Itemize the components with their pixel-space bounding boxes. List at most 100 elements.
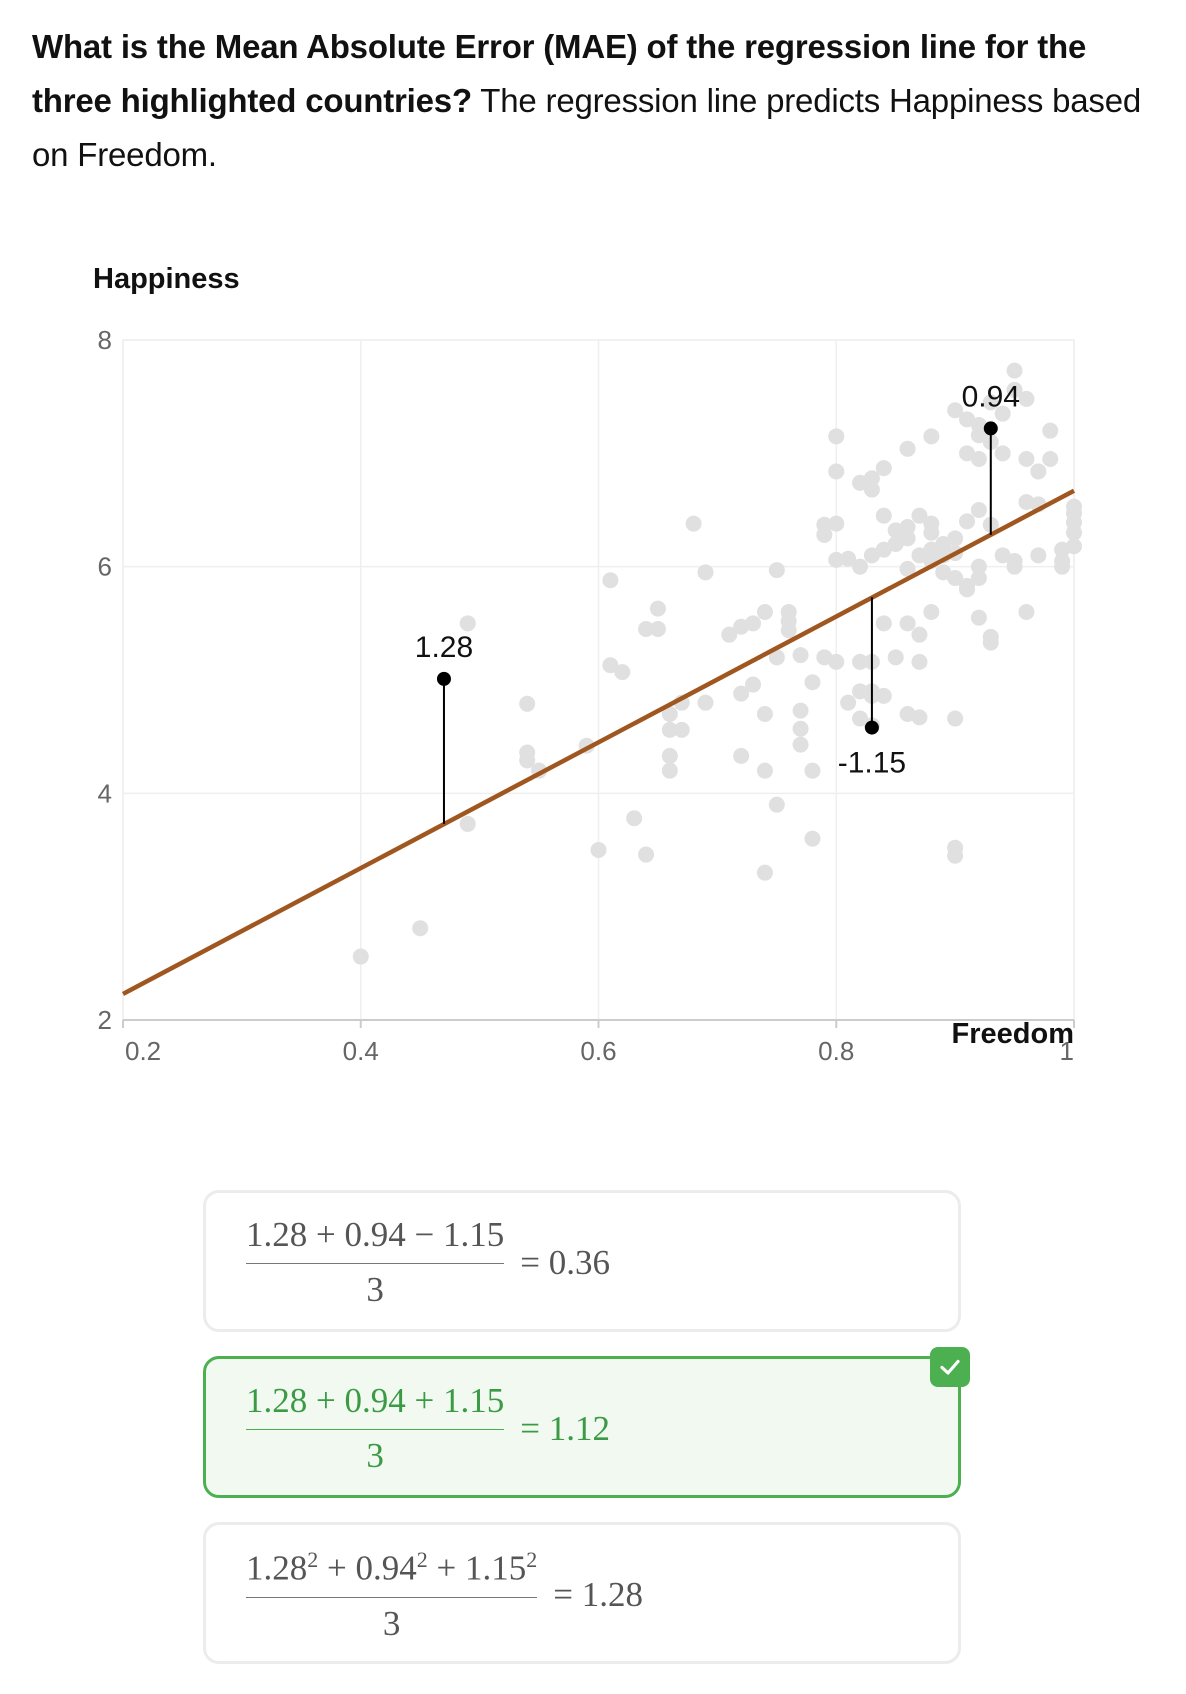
y-tick-label: 4: [98, 778, 112, 808]
data-point: [994, 405, 1011, 422]
data-point: [756, 604, 773, 620]
data-point: [875, 460, 892, 477]
data-point: [661, 721, 678, 738]
y-tick-label: 8: [98, 325, 112, 355]
data-point: [685, 515, 702, 532]
data-point: [792, 720, 809, 737]
tick-labels: 0.2 0.4 0.6 0.8 1 2 4 6 8: [98, 325, 1075, 1066]
denominator-2: 3: [366, 1436, 384, 1475]
data-point: [875, 541, 892, 558]
data-point: [982, 628, 999, 645]
data-point: [923, 524, 940, 541]
data-point: [756, 706, 773, 722]
data-point: [756, 762, 773, 779]
check-icon: [930, 1347, 970, 1387]
data-point: [970, 417, 987, 433]
result-2: = 1.12: [520, 1408, 610, 1448]
data-point: [745, 676, 762, 693]
data-point: [828, 463, 845, 480]
data-point: [1018, 494, 1035, 511]
data-point: [792, 736, 809, 753]
data-point: [923, 541, 940, 558]
question-rest: The regression line predicts Happiness b…: [32, 82, 1142, 173]
y-axis-title: Happiness: [93, 263, 240, 295]
scatter-chart: Happiness Freedom 0.2 0.4 0.6 0.8 1 2 4 6 8 1.28…: [93, 263, 1082, 1066]
data-point: [649, 621, 666, 637]
data-point: [792, 647, 809, 664]
data-point: [899, 440, 916, 457]
data-point: [1054, 553, 1071, 569]
data-point: [887, 522, 904, 539]
data-point: [768, 796, 785, 813]
data-point: [661, 747, 678, 764]
data-point: [947, 847, 964, 864]
data-point: [982, 394, 999, 411]
data-point: [1018, 390, 1035, 407]
answer-option-2[interactable]: 1.28 + 0.94 + 1.15 3 = 1.12: [203, 1347, 970, 1498]
residual-label: 0.94: [962, 380, 1020, 413]
data-point: [994, 547, 1011, 564]
data-point: [1042, 451, 1059, 467]
data-point: [911, 507, 928, 524]
data-point: [459, 615, 476, 632]
highlighted-point: [983, 421, 998, 436]
data-point: [1006, 381, 1023, 398]
data-point: [923, 604, 940, 620]
data-point: [602, 572, 619, 589]
data-point: [1030, 547, 1047, 564]
data-point: [1066, 505, 1082, 522]
data-point: [1042, 422, 1059, 439]
data-point: [911, 626, 928, 643]
data-point: [828, 551, 845, 568]
data-point: [1018, 451, 1035, 467]
data-point: [1066, 524, 1082, 541]
data-point: [1030, 463, 1047, 480]
data-point: [768, 649, 785, 666]
data-point: [852, 710, 869, 727]
regression-line-group: [121, 488, 1076, 996]
answer-option-3[interactable]: 1.282 + 0.942 + 1.152 3 = 1.28: [203, 1522, 961, 1664]
regression-line: [121, 488, 1076, 996]
y-tick-label: 6: [98, 552, 112, 582]
data-point: [911, 547, 928, 564]
data-point: [661, 706, 678, 722]
answer-option-1[interactable]: 1.28 + 0.94 − 1.15 3 = 0.36: [203, 1190, 961, 1332]
data-point: [1006, 558, 1023, 575]
data-point: [602, 657, 619, 674]
data-point: [899, 615, 916, 632]
data-point: [970, 558, 987, 575]
data-point: [947, 570, 964, 586]
numerator-2: 1.28 + 0.94 + 1.15: [246, 1381, 505, 1420]
data-point: [899, 530, 916, 547]
formula-3: 1.282 + 0.942 + 1.152 3 = 1.28: [246, 1547, 643, 1644]
data-point: [649, 600, 666, 617]
data-point: [959, 577, 976, 594]
question-text: What is the Mean Absolute Error (MAE) of…: [32, 20, 1152, 182]
data-point: [911, 653, 928, 670]
data-point: [804, 830, 821, 847]
denominator-3: 3: [382, 1603, 401, 1643]
data-point: [947, 402, 964, 419]
data-point: [875, 687, 892, 704]
data-point: [840, 550, 857, 567]
data-point: [852, 474, 869, 491]
data-point: [804, 674, 821, 691]
data-point: [923, 428, 940, 445]
data-point: [899, 560, 916, 577]
data-point: [863, 481, 880, 498]
highlighted-countries: 1.28 0.94 -1.15: [415, 380, 1020, 824]
data-point: [959, 513, 976, 530]
result-3: = 1.28: [553, 1575, 643, 1615]
data-point: [911, 709, 928, 726]
data-point: [970, 609, 987, 626]
denominator-1: 3: [366, 1270, 384, 1309]
data-point: [828, 428, 845, 445]
data-point: [412, 920, 429, 937]
data-point: [459, 815, 476, 832]
data-point: [697, 694, 714, 711]
data-point: [638, 846, 655, 863]
data-point: [638, 621, 655, 637]
data-point: [970, 502, 987, 518]
formula-1: 1.28 + 0.94 − 1.15 3 = 0.36: [246, 1215, 610, 1310]
data-point: [970, 570, 987, 586]
